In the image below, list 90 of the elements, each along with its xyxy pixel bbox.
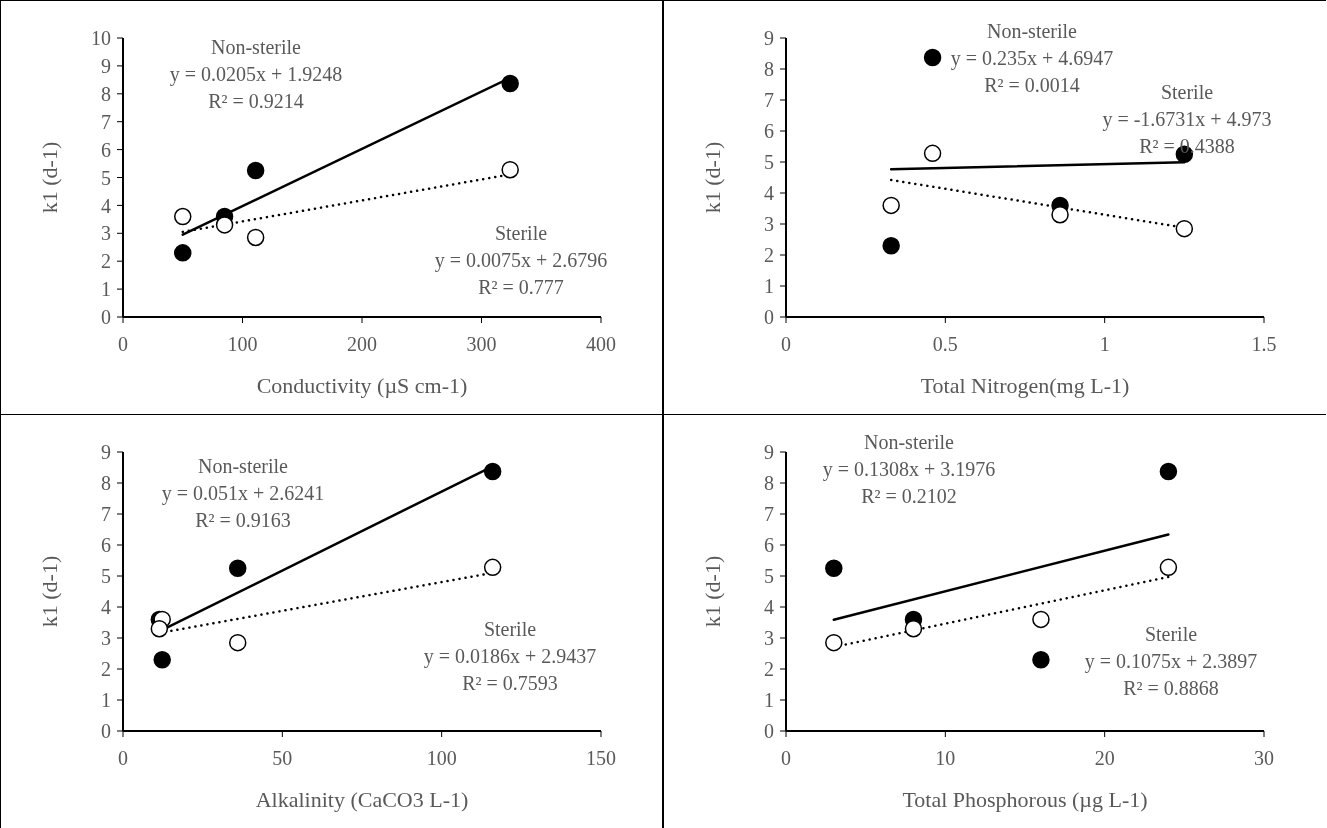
y-tick-label: 8 [101, 472, 111, 495]
x-tick-label: 0 [118, 333, 128, 356]
annotation: Sterile [1143, 622, 1199, 647]
x-tick-label: 50 [272, 747, 293, 770]
y-tick-label: 2 [764, 658, 774, 681]
annotation: Sterile [493, 221, 549, 246]
annotation: Non-sterile [986, 19, 1078, 44]
y-tick-label: 1 [764, 689, 774, 712]
y-tick-label: 8 [101, 82, 111, 105]
y-tick-label: 1 [101, 278, 111, 301]
x-tick-label: 0 [781, 333, 791, 356]
y-tick-label: 7 [764, 503, 774, 526]
y-axis-title: k1 (d-1) [36, 141, 62, 214]
y-tick-label: 6 [101, 138, 111, 161]
y-tick-label: 3 [101, 627, 111, 650]
x-axis-title: Conductivity (µS cm-1) [256, 373, 468, 398]
y-tick-label: 4 [101, 194, 111, 217]
annotation: y = 0.1075x + 2.3897 [1083, 649, 1259, 674]
annotation: Non-sterile [211, 36, 301, 58]
y-tick-label: 0 [101, 720, 111, 743]
y-tick-label: 5 [764, 565, 774, 588]
x-tick-label: 300 [466, 333, 497, 356]
y-tick-label: 0 [764, 306, 774, 329]
y-tick-label: 2 [764, 244, 774, 267]
annotation: y = 0.1308x + 3.1976 [822, 458, 996, 480]
annotation: R² = 0.7593 [461, 671, 559, 696]
y-tick-label: 10 [91, 27, 111, 50]
y-tick-label: 4 [764, 596, 774, 619]
y-tick-label: 9 [764, 441, 774, 464]
y-tick-label: 9 [101, 55, 111, 77]
annotation: Non-sterile [864, 431, 954, 453]
y-tick-label: 1 [101, 689, 111, 712]
x-tick-label: 100 [426, 747, 457, 770]
y-tick-label: 7 [764, 89, 774, 112]
y-tick-label: 6 [101, 534, 111, 557]
x-tick-label: 30 [1254, 747, 1274, 770]
annotation: R² = 0.4388 [1138, 134, 1236, 159]
annotation: R² = 0.777 [477, 275, 565, 300]
annotation: Sterile [1160, 81, 1214, 103]
x-axis-title: Alkalinity (CaCO3 L-1) [255, 787, 469, 812]
annotation: R² = 0.0014 [984, 74, 1080, 96]
y-tick-label: 4 [764, 182, 774, 205]
x-tick-label: 1 [1099, 333, 1110, 356]
annotation: y = 0.0205x + 1.9248 [169, 63, 343, 85]
y-tick-label: 9 [764, 27, 774, 50]
annotation: y = 0.051x + 2.6241 [161, 482, 325, 504]
y-tick-label: 5 [101, 166, 111, 189]
y-tick-label: 3 [764, 627, 774, 650]
annotation: Non-sterile [198, 455, 288, 477]
x-tick-label: 200 [347, 333, 377, 356]
y-tick-label: 0 [101, 306, 111, 329]
y-tick-label: 5 [101, 565, 111, 588]
y-tick-label: 6 [764, 120, 774, 143]
y-tick-label: 3 [764, 213, 774, 236]
y-tick-label: 2 [101, 250, 111, 273]
y-tick-label: 3 [101, 222, 111, 245]
annotation: R² = 0.2102 [861, 485, 957, 507]
annotation: y = 0.0186x + 2.9437 [422, 644, 598, 669]
x-tick-label: 10 [935, 747, 956, 770]
annotation: y = -1.6731x + 4.973 [1101, 107, 1273, 132]
y-tick-label: 0 [764, 720, 774, 743]
y-axis-title: k1 (d-1) [699, 141, 725, 214]
y-axis-title: k1 (d-1) [699, 555, 725, 628]
x-tick-label: 150 [586, 747, 616, 770]
x-tick-label: 400 [586, 333, 616, 356]
annotation: R² = 0.9214 [208, 90, 304, 112]
annotation: R² = 0.8868 [1122, 676, 1220, 701]
x-tick-label: 20 [1094, 747, 1115, 770]
annotation: y = 0.235x + 4.6947 [949, 46, 1115, 71]
y-tick-label: 5 [764, 151, 774, 174]
x-tick-label: 0 [781, 747, 791, 770]
y-tick-label: 8 [764, 58, 774, 81]
y-tick-label: 4 [101, 596, 111, 619]
x-tick-label: 0.5 [932, 333, 958, 356]
x-tick-label: 1.5 [1251, 333, 1277, 356]
x-tick-label: 100 [227, 333, 258, 356]
annotation: y = 0.0075x + 2.6796 [433, 248, 609, 273]
y-tick-label: 2 [101, 658, 111, 681]
y-tick-label: 7 [101, 503, 111, 526]
y-tick-label: 1 [764, 275, 774, 298]
x-axis-title: Total Phosphorous (µg L-1) [902, 787, 1148, 812]
annotation: Sterile [483, 618, 537, 640]
x-axis-title: Total Nitrogen(mg L-1) [920, 373, 1130, 398]
y-axis-title: k1 (d-1) [36, 555, 62, 628]
x-tick-label: 0 [118, 747, 128, 770]
annotation: R² = 0.9163 [195, 509, 291, 531]
y-tick-label: 6 [764, 534, 774, 557]
y-tick-label: 8 [764, 472, 774, 495]
y-tick-label: 9 [101, 441, 111, 464]
y-tick-label: 7 [101, 110, 111, 133]
